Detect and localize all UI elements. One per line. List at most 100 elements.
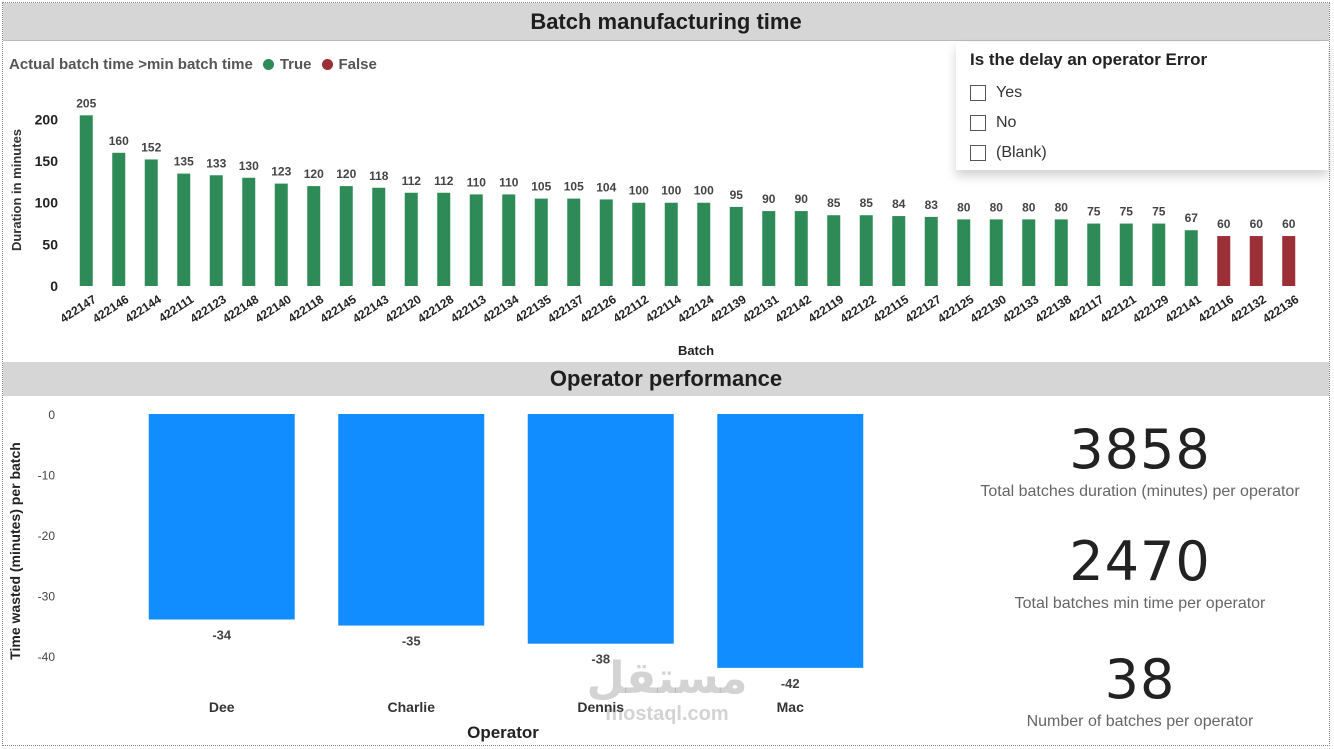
bar-422131 [762, 211, 776, 286]
bar-422146 [112, 152, 126, 286]
bar-422121 [1119, 223, 1133, 286]
data-label: 105 [531, 180, 551, 194]
x-axis-title: Batch [678, 343, 714, 358]
operator-performance-chart: Time wasted (minutes) per batch 0 -10 -20 -3… [7, 408, 864, 742]
bar-422132 [1249, 236, 1263, 286]
data-label: 80 [990, 200, 1004, 214]
x-tick-label: 422142 [772, 292, 813, 326]
kpi-total-duration: 3858 Total batches duration (minutes) pe… [960, 418, 1320, 501]
data-label: 90 [795, 192, 809, 206]
x-tick-label: 422144 [122, 292, 163, 326]
data-label: 123 [271, 165, 291, 179]
y-tick-label: 0 [48, 408, 55, 422]
chart-legend: Actual batch time >min batch time True F… [9, 56, 377, 73]
x-tick-label: 422128 [415, 292, 456, 326]
x-tick-label: Dennis [577, 699, 624, 715]
batch-duration-chart: Duration in minutes 0 50 100 150 200 205 422147… [9, 96, 1301, 358]
data-label: 118 [369, 169, 389, 183]
section-title-operator-performance: Operator performance [3, 362, 1329, 396]
bar-422138 [1054, 219, 1068, 286]
data-label: 160 [109, 134, 129, 148]
data-label: 90 [762, 192, 776, 206]
bar-422142 [794, 211, 808, 286]
bar-422130 [989, 219, 1003, 286]
operator-error-slicer: Is the delay an operator Error Yes No (B… [956, 42, 1328, 170]
bar-422120 [404, 192, 418, 286]
data-label: 133 [206, 156, 226, 170]
legend-label-false[interactable]: False [338, 56, 377, 73]
checkbox-no[interactable] [970, 115, 986, 131]
x-tick-label: 422148 [220, 292, 261, 326]
x-tick-label: 422113 [448, 292, 489, 325]
slicer-title: Is the delay an operator Error [970, 50, 1208, 69]
data-label: -42 [781, 676, 800, 691]
data-label: 67 [1185, 211, 1199, 225]
x-tick-label: Mac [777, 699, 804, 715]
data-label: 110 [467, 175, 487, 189]
x-tick-label: 422143 [350, 292, 391, 326]
bar-422139 [729, 206, 743, 286]
bar-422118 [307, 186, 321, 286]
kpi-value: 38 [1104, 648, 1176, 711]
x-tick-label: 422117 [1066, 292, 1107, 325]
data-label: 84 [892, 197, 906, 211]
bar-422122 [859, 215, 873, 286]
kpi-batch-count: 38 Number of batches per operator [960, 648, 1320, 731]
x-tick-label: 422140 [252, 292, 293, 326]
y-tick-label: 50 [42, 236, 58, 252]
bar-422112 [632, 202, 646, 286]
slicer-option-yes[interactable]: Yes [970, 78, 1314, 108]
x-tick-label: 422119 [806, 292, 847, 325]
data-label: 85 [860, 196, 874, 210]
bar-422128 [437, 192, 451, 286]
x-tick-label: 422115 [871, 292, 912, 325]
slicer-option-no[interactable]: No [970, 108, 1314, 138]
bar-422137 [567, 198, 581, 286]
x-tick-label: 422147 [57, 292, 98, 326]
x-tick-label: 422133 [1000, 292, 1041, 326]
legend-swatch-true [262, 59, 274, 70]
data-label: 75 [1087, 205, 1101, 219]
legend-title: Actual batch time >min batch time [9, 56, 253, 73]
bar-422124 [697, 202, 711, 286]
bar-422117 [1087, 223, 1101, 286]
bar-422125 [957, 219, 971, 286]
y-tick-label: -40 [38, 650, 56, 664]
data-label: -34 [212, 628, 232, 643]
x-tick-label: 422120 [382, 292, 423, 326]
x-tick-label: 422114 [643, 292, 684, 325]
data-label: 80 [957, 200, 971, 214]
data-label: 130 [239, 159, 259, 173]
x-tick-label: 422131 [740, 292, 781, 326]
data-label: 80 [1022, 200, 1036, 214]
bar-422141 [1184, 230, 1198, 286]
kpi-total-min-time: 2470 Total batches min time per operator [960, 530, 1320, 613]
bar-422123 [209, 175, 223, 286]
x-tick-label: 422130 [967, 292, 1008, 326]
x-tick-label: 422136 [1260, 292, 1301, 326]
x-tick-label: 422127 [902, 292, 943, 326]
data-label: 120 [336, 167, 356, 181]
legend-label-true[interactable]: True [279, 56, 312, 73]
bar-422148 [242, 177, 256, 286]
x-tick-label: Charlie [388, 699, 436, 715]
x-tick-label: 422121 [1097, 292, 1138, 326]
data-label: 75 [1120, 205, 1134, 219]
x-tick-label: 422125 [935, 292, 976, 326]
x-tick-label: 422132 [1227, 292, 1268, 326]
bar-422115 [892, 216, 906, 286]
y-tick-label: 150 [35, 153, 59, 169]
checkbox-yes[interactable] [970, 85, 986, 101]
kpi-value: 2470 [1069, 530, 1211, 593]
bar-422129 [1152, 223, 1166, 286]
slicer-option-blank[interactable]: (Blank) [970, 138, 1314, 168]
checkbox-blank[interactable] [970, 145, 986, 161]
data-label: 112 [434, 174, 454, 188]
data-label: 100 [629, 184, 649, 198]
y-tick-label: -10 [38, 468, 56, 482]
x-tick-label: 422135 [512, 292, 553, 326]
data-label: 205 [76, 96, 96, 110]
bar-422147 [79, 115, 93, 286]
bar-422114 [664, 202, 678, 286]
